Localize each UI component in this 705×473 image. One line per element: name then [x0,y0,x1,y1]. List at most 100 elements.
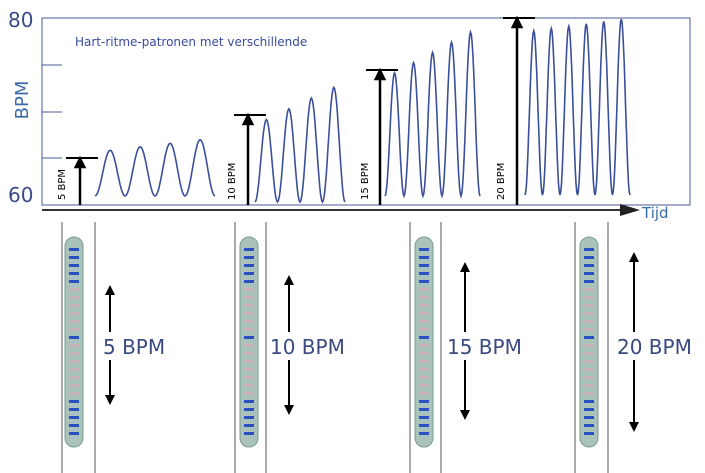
time-arrow [620,204,640,216]
electrode [244,408,254,411]
electrode [69,264,79,267]
electrode [584,344,594,347]
electrode [419,264,429,267]
heart-wave [94,138,216,197]
electrode [584,352,594,355]
electrode [244,280,254,283]
electrode [69,272,79,275]
electrode [244,376,254,379]
electrode [584,400,594,403]
electrode [244,288,254,291]
bpm-label: 20 BPM [617,335,692,359]
electrode [244,392,254,395]
caption: Hart-ritme-patronen met verschillende [75,35,307,49]
small-label: 20 BPM [496,163,507,200]
capsule [239,236,259,448]
electrode [69,408,79,411]
electrode [584,328,594,331]
electrode [69,312,79,315]
electrode [419,344,429,347]
electrode [244,368,254,371]
electrode [584,432,594,435]
small-label: 10 BPM [227,163,238,200]
electrode [419,360,429,363]
electrode [69,360,79,363]
electrode [584,368,594,371]
electrode [419,352,429,355]
electrode [584,376,594,379]
electrode [244,432,254,435]
electrode [69,328,79,331]
y-bottom-label: 60 [8,183,33,207]
label-bg [445,332,529,360]
y-title: BPM [12,81,33,120]
electrode [419,424,429,427]
electrode [584,304,594,307]
electrode [69,320,79,323]
electrode [584,288,594,291]
electrode [69,248,79,251]
electrode [244,304,254,307]
bpm-label: 5 BPM [103,335,165,359]
capsule [414,236,434,448]
electrode [244,248,254,251]
electrode [244,352,254,355]
electrode [584,256,594,259]
electrode [419,288,429,291]
electrode [419,416,429,419]
electrode [419,280,429,283]
electrode [69,256,79,259]
capsule [579,236,599,448]
electrode [244,384,254,387]
electrode [584,424,594,427]
electrode [584,248,594,251]
electrode [69,432,79,435]
electrode [69,336,79,339]
electrode [419,336,429,339]
heart-wave [254,85,346,204]
electrode [584,320,594,323]
electrode [419,432,429,435]
electrode [584,416,594,419]
electrode [584,312,594,315]
electrode [69,304,79,307]
electrode [244,336,254,339]
electrode [419,376,429,379]
electrode [419,248,429,251]
electrode [244,320,254,323]
electrode [69,416,79,419]
electrode [69,424,79,427]
electrode [419,256,429,259]
electrode [419,408,429,411]
small-label: 15 BPM [360,163,371,200]
electrode [69,288,79,291]
x-title: Tijd [641,204,669,222]
electrode [69,400,79,403]
electrode [69,384,79,387]
electrode [584,264,594,267]
heart-wave [384,29,481,199]
electrode [244,296,254,299]
label-bg [268,332,352,360]
electrode [419,392,429,395]
electrode [244,312,254,315]
heart-wave [524,19,631,196]
bpm-label: 15 BPM [447,335,522,359]
electrode [244,424,254,427]
electrode [419,328,429,331]
electrode [584,272,594,275]
label-bg [615,332,699,360]
electrode [419,368,429,371]
capsule [64,236,84,448]
electrode [584,360,594,363]
electrode [244,272,254,275]
electrode [244,328,254,331]
electrode [244,344,254,347]
electrode [69,344,79,347]
electrode [584,336,594,339]
electrode [419,296,429,299]
electrode [244,360,254,363]
electrode [244,264,254,267]
electrode [244,256,254,259]
